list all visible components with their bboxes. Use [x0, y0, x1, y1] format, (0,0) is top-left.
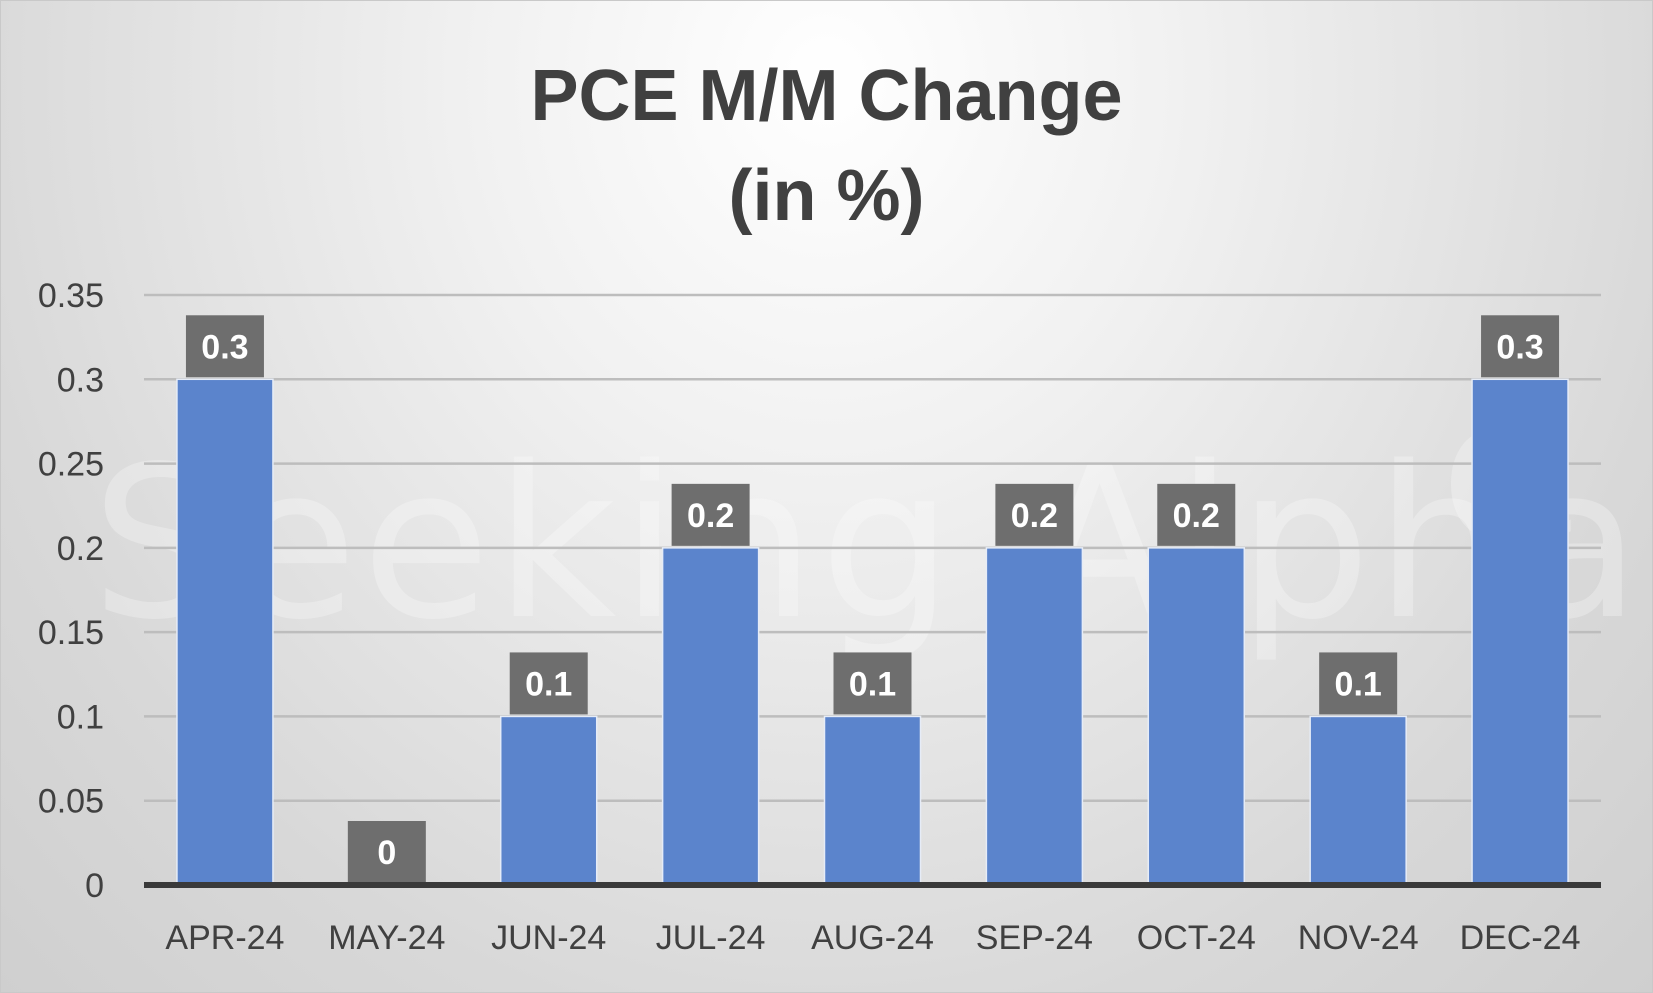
data-label-text: 0.1 — [525, 665, 572, 703]
data-label: 0.3 — [1481, 315, 1560, 378]
bar-nov-24 — [1309, 715, 1407, 886]
data-label-box — [995, 483, 1074, 546]
x-tick-label: NOV-24 — [1298, 919, 1419, 957]
x-tick-label: DEC-24 — [1460, 919, 1581, 957]
data-label: 0.1 — [1319, 652, 1398, 715]
x-tick-label: SEP-24 — [976, 919, 1093, 957]
data-label-box — [1157, 483, 1236, 546]
chart-title-line-1: PCE M/M Change — [530, 56, 1123, 136]
data-label-text: 0.3 — [1496, 328, 1543, 366]
data-label: 0.3 — [185, 315, 264, 378]
data-label-box — [833, 652, 912, 715]
y-tick-label: 0.1 — [57, 698, 104, 736]
data-label-text: 0.2 — [1173, 497, 1220, 535]
data-label-box — [185, 315, 264, 378]
bar-sep-24 — [985, 547, 1084, 886]
y-tick-label: 0.3 — [57, 361, 104, 399]
bar-apr-24 — [176, 378, 274, 886]
y-tick-label: 0 — [85, 867, 104, 905]
data-label-box — [347, 821, 426, 883]
x-tick-label: MAY-24 — [328, 919, 445, 957]
y-axis-ticks: 0 0.05 0.1 0.15 0.2 0.25 0.3 0.35 — [38, 277, 104, 905]
bar-oct-24 — [1147, 547, 1246, 886]
x-axis-ticks: APR-24 MAY-24 JUN-24 JUL-24 AUG-24 SEP-24 OCT-… — [165, 919, 1580, 957]
bar-aug-24 — [823, 715, 922, 886]
chart-title: PCE M/M Change (in %) — [1, 46, 1652, 246]
data-label-box — [1481, 315, 1560, 378]
data-labels: 0.3 0 0.1 0.2 0.1 0.2 0.2 0.1 0.3 — [185, 315, 1560, 883]
bar-jun-24 — [499, 715, 598, 886]
x-tick-label: OCT-24 — [1137, 919, 1256, 957]
data-label: 0.2 — [671, 483, 750, 546]
chart-title-line-2: (in %) — [728, 156, 925, 236]
data-label: 0.1 — [509, 652, 588, 715]
x-tick-label: JUL-24 — [656, 919, 766, 957]
bar-jul-24 — [661, 547, 760, 886]
y-tick-label: 0.15 — [38, 614, 104, 652]
data-label-text: 0.1 — [1335, 665, 1382, 703]
x-tick-label: JUN-24 — [491, 919, 606, 957]
data-label-text: 0 — [377, 834, 396, 872]
x-tick-label: APR-24 — [165, 919, 284, 957]
data-label-text: 0.3 — [201, 328, 248, 366]
data-label: 0 — [347, 821, 426, 883]
y-tick-label: 0.2 — [57, 530, 104, 568]
y-tick-label: 0.25 — [38, 446, 104, 484]
data-label-box — [1319, 652, 1398, 715]
data-label: 0.2 — [1157, 483, 1236, 546]
data-label-text: 0.2 — [687, 497, 734, 535]
data-label-text: 0.1 — [849, 665, 896, 703]
data-label-text: 0.2 — [1011, 497, 1058, 535]
y-tick-label: 0.05 — [38, 783, 104, 821]
bars — [176, 378, 1569, 886]
bar-dec-24 — [1471, 378, 1569, 886]
x-tick-label: AUG-24 — [811, 919, 934, 957]
y-tick-label: 0.35 — [38, 277, 104, 315]
data-label-box — [671, 483, 750, 546]
data-label: 0.2 — [995, 483, 1074, 546]
data-label-box — [509, 652, 588, 715]
data-label: 0.1 — [833, 652, 912, 715]
